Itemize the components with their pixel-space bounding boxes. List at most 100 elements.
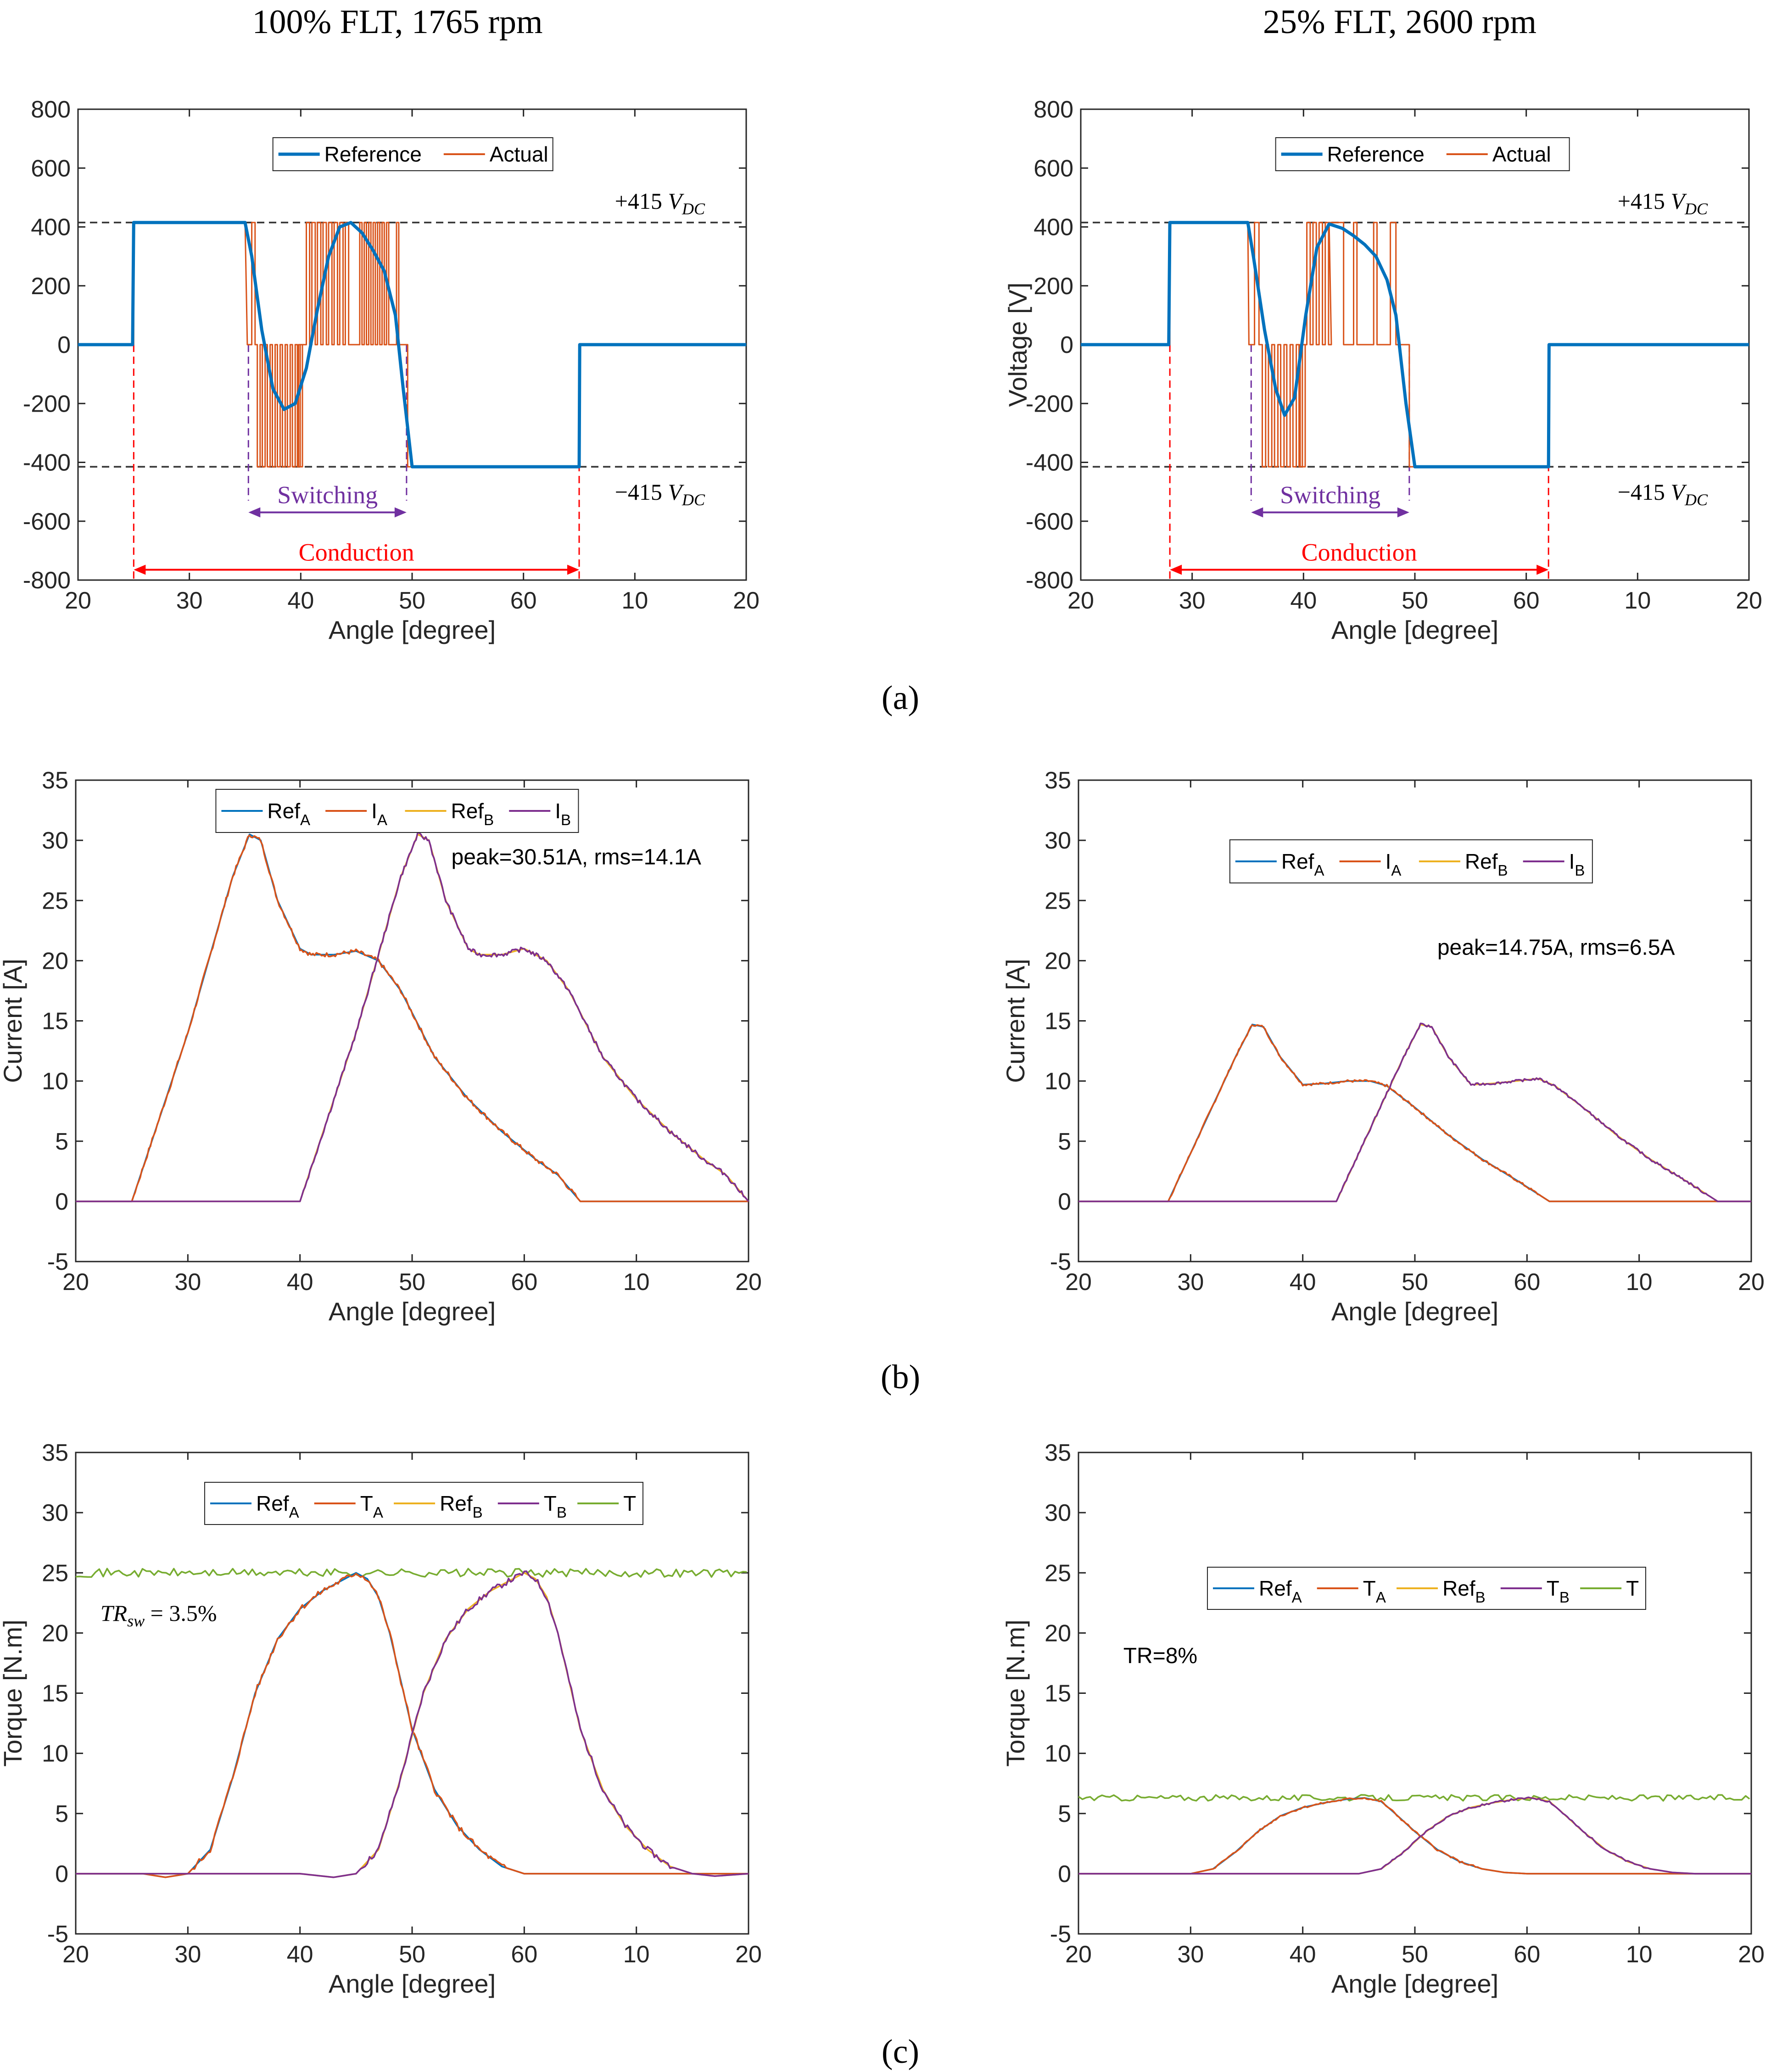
x-tick-label: 20: [735, 1269, 762, 1296]
plot-frame: [1078, 1452, 1752, 1935]
x-tick-label: 40: [287, 1941, 313, 1968]
x-tick-label: 30: [1177, 1941, 1204, 1968]
switching-arrow-head-left: [248, 507, 261, 518]
x-axis-label: Angle [degree]: [329, 1297, 496, 1326]
legend-label: T: [1626, 1576, 1639, 1600]
x-tick-label: 40: [1290, 1269, 1316, 1296]
switching-arrow-head-right: [1397, 507, 1409, 518]
legend-label: IA: [371, 799, 387, 828]
y-tick-label: 35: [42, 767, 68, 794]
legend-label: TA: [1363, 1576, 1386, 1606]
legend-label: RefA: [267, 799, 310, 828]
y-axis-label: Torque [N.m]: [1001, 1620, 1030, 1767]
legend-label: IB: [555, 799, 571, 828]
x-tick-label: 10: [623, 1941, 650, 1968]
series-t-b: [1078, 1796, 1751, 1875]
series-i-b: [76, 832, 749, 1202]
y-tick-label: -5: [47, 1249, 68, 1275]
series-i-a: [1078, 1024, 1751, 1202]
x-tick-label: 30: [174, 1269, 201, 1296]
conduction-arrow-head-left: [1170, 564, 1182, 575]
y-axis-label: Voltage [V]: [1003, 283, 1032, 407]
y-tick-label: 35: [1045, 1440, 1071, 1466]
x-axis-label: Angle [degree]: [329, 1969, 496, 1998]
y-tick-label: -800: [1026, 567, 1073, 594]
y-tick-label: 10: [42, 1741, 68, 1767]
header-title-left: 100% FLT, 1765 rpm: [252, 3, 542, 41]
dc-bottom-label: −415 VDC: [1618, 479, 1708, 509]
y-tick-label: -600: [23, 508, 71, 535]
switching-label: Switching: [277, 481, 378, 509]
y-tick-label: 15: [1045, 1008, 1071, 1035]
y-tick-label: 400: [1034, 214, 1073, 241]
x-tick-label: 20: [1736, 587, 1762, 614]
y-tick-label: 0: [57, 332, 71, 358]
series-i-a: [76, 834, 749, 1202]
y-tick-label: 10: [1045, 1741, 1071, 1767]
y-tick-label: 200: [1034, 273, 1073, 300]
legend: RefA IA RefB IB: [1229, 839, 1593, 883]
y-tick-label: -5: [1050, 1921, 1071, 1948]
y-tick-label: 30: [1045, 827, 1071, 854]
dc-top-label: +415 VDC: [615, 188, 705, 218]
y-tick-label: 20: [1045, 948, 1071, 974]
x-tick-label: 30: [1179, 587, 1206, 614]
series-reference: [78, 221, 746, 469]
y-tick-label: 10: [1045, 1068, 1071, 1095]
torque-annotation: TRsw = 3.5%: [101, 1600, 217, 1630]
y-tick-label: -400: [23, 450, 71, 476]
legend-label: Reference: [1327, 142, 1425, 166]
x-tick-label: 10: [1624, 587, 1651, 614]
legend: Reference Actual: [272, 137, 553, 171]
x-tick-label: 10: [621, 587, 648, 614]
x-tick-label: 20: [735, 1941, 762, 1968]
x-axis-label: Angle [degree]: [1331, 1969, 1498, 1998]
header-title-right: 25% FLT, 2600 rpm: [1263, 3, 1536, 41]
legend-label: Actual: [490, 142, 548, 166]
legend: RefA TA RefB TB T: [1207, 1567, 1646, 1610]
x-tick-label: 20: [1065, 1941, 1092, 1968]
legend-label: TB: [544, 1491, 567, 1521]
conduction-label: Conduction: [1302, 539, 1417, 566]
legend-label: RefB: [440, 1491, 483, 1521]
dc-bottom-label: −415 VDC: [615, 479, 705, 509]
y-tick-label: -5: [1050, 1249, 1071, 1275]
y-tick-label: 35: [1045, 767, 1071, 794]
series-i-b: [1078, 1022, 1751, 1202]
x-tick-label: 20: [62, 1941, 89, 1968]
torque-annotation: TR=8%: [1123, 1644, 1197, 1668]
y-tick-label: 0: [1058, 1189, 1071, 1215]
y-axis-label: Current [A]: [0, 959, 27, 1083]
x-tick-label: 50: [399, 1269, 425, 1296]
current-annotation: peak=30.51A, rms=14.1A: [452, 845, 701, 870]
y-tick-label: 30: [42, 827, 68, 854]
y-tick-label: 800: [1034, 96, 1073, 123]
y-tick-label: 15: [1045, 1681, 1071, 1707]
x-tick-label: 60: [510, 587, 537, 614]
y-tick-label: 5: [1058, 1801, 1071, 1827]
conduction-arrow-head-right: [567, 564, 579, 575]
legend-label: RefB: [451, 799, 494, 828]
chart-voltage-100: 20 30 40 50 60 10 20 800 600 400 200 0 -200 -400 -600 -…: [23, 96, 760, 644]
y-tick-label: 30: [42, 1500, 68, 1526]
y-tick-label: -400: [1026, 450, 1073, 476]
y-axis-label: Torque [N.m]: [0, 1620, 27, 1767]
y-tick-label: -800: [23, 567, 71, 594]
x-tick-label: 20: [62, 1269, 89, 1296]
x-tick-label: 30: [174, 1941, 201, 1968]
y-tick-label: 15: [42, 1008, 68, 1035]
x-tick-label: 20: [1065, 1269, 1092, 1296]
x-tick-label: 10: [623, 1269, 650, 1296]
x-tick-label: 10: [1626, 1941, 1653, 1968]
y-tick-label: 5: [55, 1128, 68, 1155]
conduction-label: Conduction: [299, 539, 414, 566]
x-axis-label: Angle [degree]: [1331, 615, 1498, 644]
y-tick-label: 25: [1045, 888, 1071, 914]
x-tick-label: 60: [1514, 1941, 1540, 1968]
x-tick-label: 60: [1514, 1269, 1540, 1296]
legend-label: RefA: [1259, 1576, 1302, 1606]
y-tick-label: 0: [55, 1861, 68, 1888]
x-tick-label: 50: [399, 587, 425, 614]
